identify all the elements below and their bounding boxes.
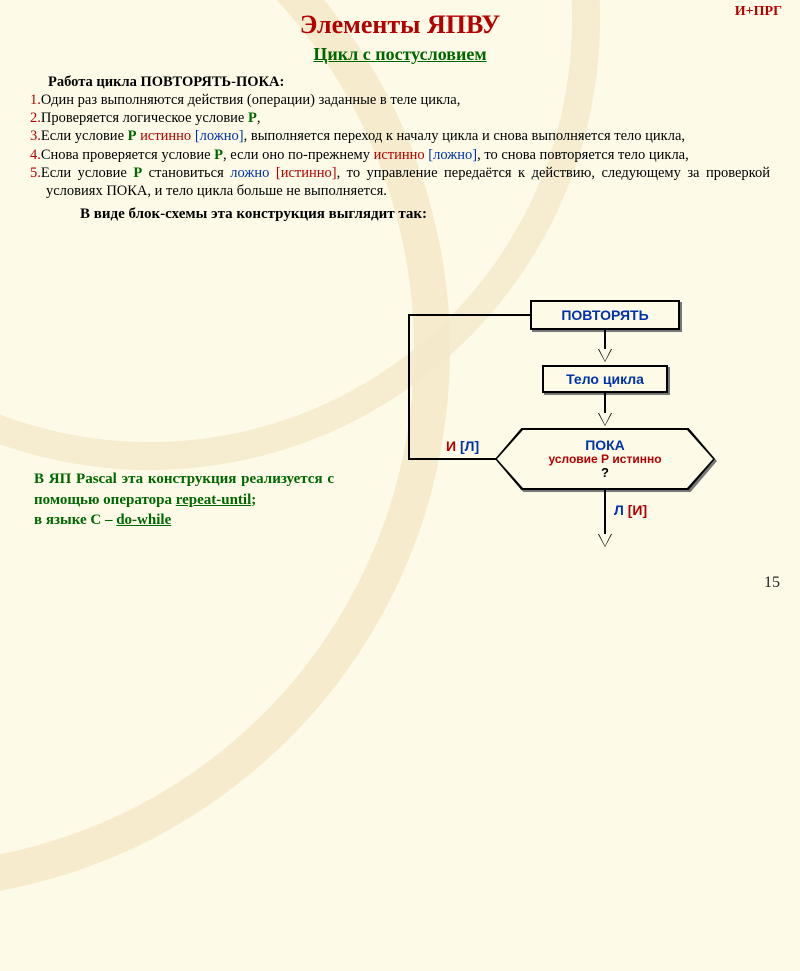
label-l-br: [Л]	[460, 438, 479, 454]
step-num: 3.	[30, 128, 41, 144]
node-body: Тело цикла	[542, 365, 668, 393]
arrowhead-fill	[599, 534, 611, 546]
step-2: 2.Проверяется логическое условие Р,	[30, 109, 770, 127]
step-4: 4.Снова проверяется условие Р, если оно …	[30, 146, 770, 164]
p-var: Р	[214, 147, 223, 163]
arrowhead-fill	[599, 413, 611, 425]
node-decision: ПОКА условие Р истинно ?	[495, 428, 715, 490]
decision-q: ?	[601, 466, 609, 481]
decision-poka: ПОКА	[585, 437, 625, 453]
step-5: 5.Если условие Р становиться ложно [исти…	[30, 164, 770, 200]
step-1: 1.Один раз выполняются действия (операци…	[30, 91, 770, 109]
edge	[604, 490, 606, 536]
pascal-text-c: в языке C –	[34, 512, 116, 528]
label-i: И	[446, 438, 460, 454]
step-num: 5.	[30, 165, 41, 181]
step-text: , то снова повторяется тело цикла,	[477, 147, 689, 163]
step-text: , если оно по-прежнему	[223, 147, 374, 163]
step-text: Снова проверяется условие	[41, 147, 214, 163]
step-num: 1.	[30, 92, 41, 108]
p-var: Р	[133, 165, 142, 181]
edge	[604, 393, 606, 415]
edge	[408, 314, 532, 316]
slide-content: И+ПРГ Элементы ЯПВУ Цикл с постусловием …	[0, 0, 800, 600]
arrowhead-fill	[599, 349, 611, 361]
flowchart: ПОВТОРЯТЬ Тело цикла ПОКА условие Р исти…	[350, 300, 770, 580]
step-text: Проверяется логическое условие	[41, 110, 248, 126]
true-word: истинно	[140, 128, 191, 144]
label-i-br: [И]	[628, 502, 647, 518]
step-text: Если условие	[41, 165, 133, 181]
edge	[410, 458, 496, 460]
operator-repeat-until: repeat-until	[176, 492, 252, 508]
page-title: Элементы ЯПВУ	[30, 10, 770, 40]
semicolon: ;	[251, 492, 256, 508]
step-text: Один раз выполняются действия (операции)…	[41, 92, 460, 108]
step-num: 2.	[30, 110, 41, 126]
label-l: Л	[614, 502, 628, 518]
intro-text: Работа цикла ПОВТОРЯТЬ-ПОКА: 1.Один раз …	[30, 73, 770, 200]
step-num: 4.	[30, 147, 41, 163]
step-text: становиться	[142, 165, 230, 181]
step-text: , выполняется переход к началу цикла и с…	[244, 128, 685, 144]
page-subtitle: Цикл с постусловием	[30, 44, 770, 65]
true-word: истинно	[374, 147, 425, 163]
page-number: 15	[764, 574, 780, 592]
false-bracket: [ложно]	[428, 147, 477, 163]
scheme-note: В виде блок-схемы эта конструкция выгляд…	[30, 206, 770, 223]
node-repeat: ПОВТОРЯТЬ	[530, 300, 680, 330]
intro-lead: Работа цикла ПОВТОРЯТЬ-ПОКА:	[30, 73, 770, 91]
p-var: Р	[248, 110, 257, 126]
decision-cond: условие Р истинно	[548, 453, 661, 467]
edge-label-true: И [Л]	[446, 438, 479, 454]
step-text: Если условие	[41, 128, 128, 144]
true-bracket: [истинно]	[276, 165, 337, 181]
false-word: ложно	[230, 165, 269, 181]
pascal-note: В ЯП Pascal эта конструкция реализуется …	[34, 469, 334, 530]
edge-label-false: Л [И]	[614, 502, 647, 518]
corner-tag: И+ПРГ	[735, 4, 782, 20]
operator-do-while: do-while	[116, 512, 171, 528]
edge	[408, 314, 410, 460]
false-bracket: [ложно]	[195, 128, 244, 144]
step-3: 3.Если условие Р истинно [ложно], выполн…	[30, 127, 770, 145]
p-var: Р	[128, 128, 137, 144]
